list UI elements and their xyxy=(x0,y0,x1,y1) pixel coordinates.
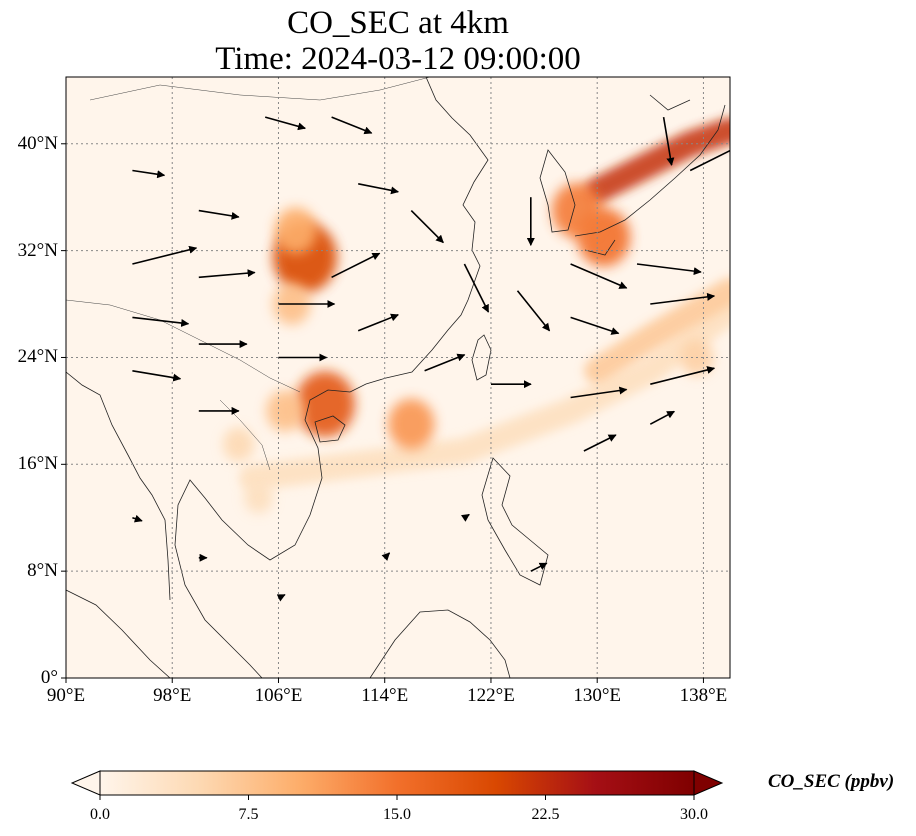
wind-vector xyxy=(198,269,256,279)
wind-vector xyxy=(650,366,716,385)
wind-vector xyxy=(264,116,306,131)
wind-vector xyxy=(410,210,444,244)
coastline-layer xyxy=(66,77,726,678)
wind-vector xyxy=(650,292,716,305)
coastline-korea xyxy=(539,149,576,233)
map-frame xyxy=(65,76,731,679)
co-plume-band-2 xyxy=(584,277,730,384)
colorbar-gradient xyxy=(99,770,695,796)
title-line-time: Time: 2024-03-12 09:00:00 xyxy=(215,41,581,77)
lat-tick-label: 40°N xyxy=(17,132,58,154)
wind-vector xyxy=(276,593,286,602)
co-plume-area-5 xyxy=(388,398,435,450)
co-plume-band-1 xyxy=(238,297,730,491)
wind-vector xyxy=(381,552,391,561)
wind-vector-layer xyxy=(132,116,730,602)
border-layer xyxy=(66,77,431,471)
colorbar-tick-label: 22.5 xyxy=(531,806,560,823)
coastline-taiwan xyxy=(471,334,492,381)
lon-tick-label: 90°E xyxy=(46,685,86,706)
co-plume-area-7 xyxy=(244,481,273,514)
coastline-hainan xyxy=(314,415,346,443)
wind-vector xyxy=(198,209,240,220)
coastline-china-east xyxy=(349,77,489,393)
wind-vector xyxy=(689,146,730,172)
wind-vector xyxy=(570,386,628,399)
wind-vector xyxy=(132,316,190,327)
lon-tick-label: 130°E xyxy=(573,685,622,706)
lon-tick-label: 122°E xyxy=(467,685,515,706)
wind-vector xyxy=(460,513,470,522)
coastline-indochina xyxy=(174,389,351,678)
colorbar-tick-marks xyxy=(99,795,695,800)
title-line-variable: CO_SEC at 4km xyxy=(287,5,509,41)
wind-vector xyxy=(331,252,381,279)
wind-vector xyxy=(649,410,676,425)
wind-vector xyxy=(132,169,166,179)
lat-tick-label: 8°N xyxy=(27,560,58,582)
lon-tick-label: 114°E xyxy=(361,685,409,706)
lon-tick-label: 98°E xyxy=(153,685,192,706)
coastline-philippines xyxy=(481,457,549,586)
border-laos xyxy=(219,399,271,471)
lat-tick-label: 32°N xyxy=(17,239,58,261)
wind-vector xyxy=(530,562,548,572)
colorbar-tick-label: 0.0 xyxy=(90,806,110,823)
wind-vector xyxy=(583,434,617,452)
co-plume-area-6 xyxy=(223,427,255,462)
wind-vector xyxy=(570,316,620,335)
coastline-borneo xyxy=(369,609,511,678)
wind-vector xyxy=(132,245,198,265)
wind-vector xyxy=(424,353,466,372)
wind-vector xyxy=(463,263,490,313)
lat-tick-label: 24°N xyxy=(17,346,58,368)
co-plume-area-1 xyxy=(274,207,317,254)
wind-vector xyxy=(358,183,399,195)
co-plume-area-9 xyxy=(551,182,603,239)
wind-vector xyxy=(636,263,702,276)
wind-vector xyxy=(132,514,143,523)
axis-tick-marks xyxy=(61,143,704,683)
co-plume-area-4 xyxy=(266,390,304,432)
colorbar-max-extend xyxy=(693,770,724,796)
wind-vector xyxy=(516,290,551,332)
lat-tick-label: 0° xyxy=(40,667,58,688)
wind-vector xyxy=(662,116,675,166)
co-plume-area-3 xyxy=(295,371,355,438)
colorbar-label: CO_SEC (ppbv) xyxy=(768,771,895,792)
coastline-myanmar xyxy=(66,371,171,601)
lon-tick-label: 138°E xyxy=(679,685,728,706)
border-tibet xyxy=(66,299,301,393)
wind-vector xyxy=(331,116,373,135)
lat-tick-label: 16°N xyxy=(17,453,58,475)
wind-vector xyxy=(132,370,182,382)
colorbar-tick-label: 30.0 xyxy=(680,806,708,823)
colorbar-tick-label: 15.0 xyxy=(383,806,411,823)
coastline-japan xyxy=(574,94,726,256)
coastline-sumatra xyxy=(66,589,171,678)
lon-tick-label: 106°E xyxy=(254,685,303,706)
colorbar-tick-label: 7.5 xyxy=(238,806,259,823)
colorbar xyxy=(70,770,724,800)
border-mongolia xyxy=(89,77,431,101)
co-plume-layer xyxy=(223,117,730,514)
wind-vector xyxy=(357,313,399,332)
wind-vector xyxy=(570,263,628,289)
colorbar-min-extend xyxy=(70,770,101,796)
